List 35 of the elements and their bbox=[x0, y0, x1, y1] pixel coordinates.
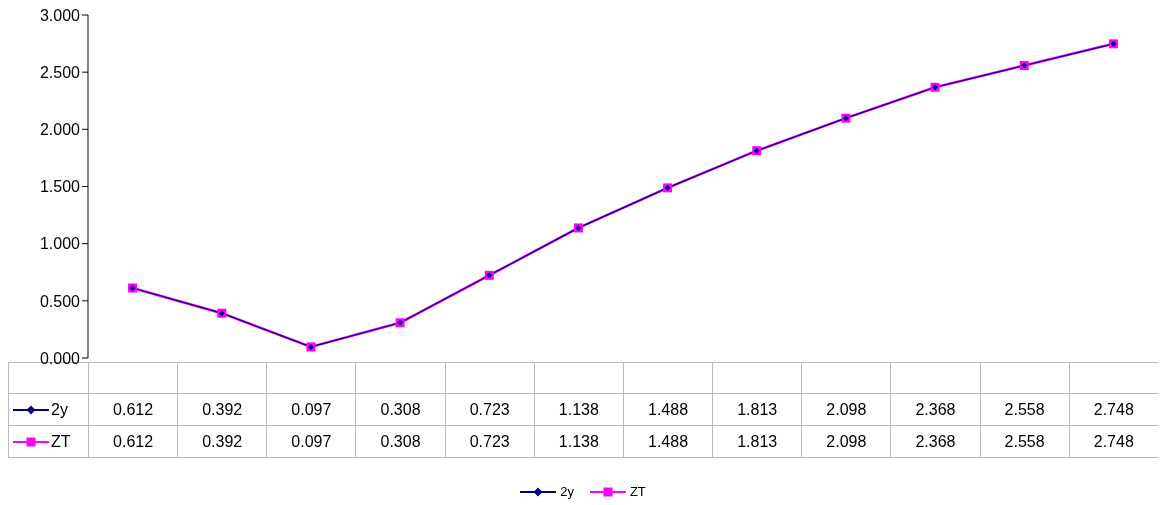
y-tick-label: 0.500 bbox=[39, 292, 81, 310]
data-label: 0.308 bbox=[355, 393, 445, 425]
data-label: 2.368 bbox=[890, 425, 980, 458]
text: ZT bbox=[629, 484, 646, 499]
data-label: 0.612 bbox=[88, 425, 178, 458]
data-label: 2.098 bbox=[801, 425, 891, 458]
data-label: 2.368 bbox=[890, 393, 980, 425]
data-label: 2.558 bbox=[979, 425, 1069, 458]
y-tick-label: 3.000 bbox=[39, 6, 81, 24]
data-label: 1.488 bbox=[622, 393, 713, 425]
y-tick-label: 2.500 bbox=[39, 63, 81, 81]
data-label: 2.558 bbox=[979, 393, 1069, 425]
y-tick-label: 1.000 bbox=[39, 235, 81, 253]
data-label: 0.308 bbox=[355, 425, 445, 458]
y-tick-label: 1.500 bbox=[39, 178, 81, 196]
legend-label: ZT bbox=[51, 432, 71, 451]
data-label: 0.097 bbox=[266, 393, 356, 425]
data-label: 1.813 bbox=[712, 393, 802, 425]
data-label: 0.723 bbox=[444, 393, 534, 425]
data-label: 1.138 bbox=[533, 425, 623, 458]
data-label: 0.097 bbox=[266, 425, 356, 458]
data-label: 1.138 bbox=[533, 393, 623, 425]
y-tick-label: 2.000 bbox=[39, 121, 81, 139]
data-label: 0.392 bbox=[177, 425, 267, 458]
text: 2y bbox=[560, 484, 574, 499]
data-label: 1.488 bbox=[622, 425, 713, 458]
data-label: 2.098 bbox=[801, 393, 891, 425]
data-label: 0.392 bbox=[177, 393, 267, 425]
data-label: 0.612 bbox=[88, 393, 178, 425]
data-label: 2.748 bbox=[1068, 393, 1158, 425]
data-label: 2.748 bbox=[1068, 425, 1158, 458]
legend-label: 2y bbox=[51, 400, 68, 419]
data-label: 1.813 bbox=[712, 425, 802, 458]
data-label: 0.723 bbox=[444, 425, 534, 458]
y-tick-label: 0.000 bbox=[39, 349, 81, 367]
